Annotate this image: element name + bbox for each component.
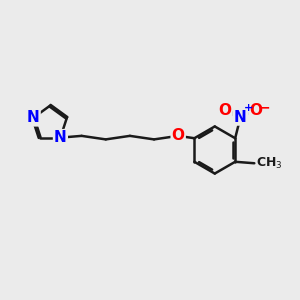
Text: CH$_3$: CH$_3$ — [256, 156, 282, 171]
Text: O: O — [249, 103, 262, 118]
Text: N: N — [54, 130, 67, 145]
Text: O: O — [172, 128, 185, 143]
Text: N: N — [234, 110, 247, 124]
Text: −: − — [258, 100, 270, 114]
Text: +: + — [244, 103, 253, 112]
Text: N: N — [27, 110, 40, 125]
Text: O: O — [219, 103, 232, 118]
